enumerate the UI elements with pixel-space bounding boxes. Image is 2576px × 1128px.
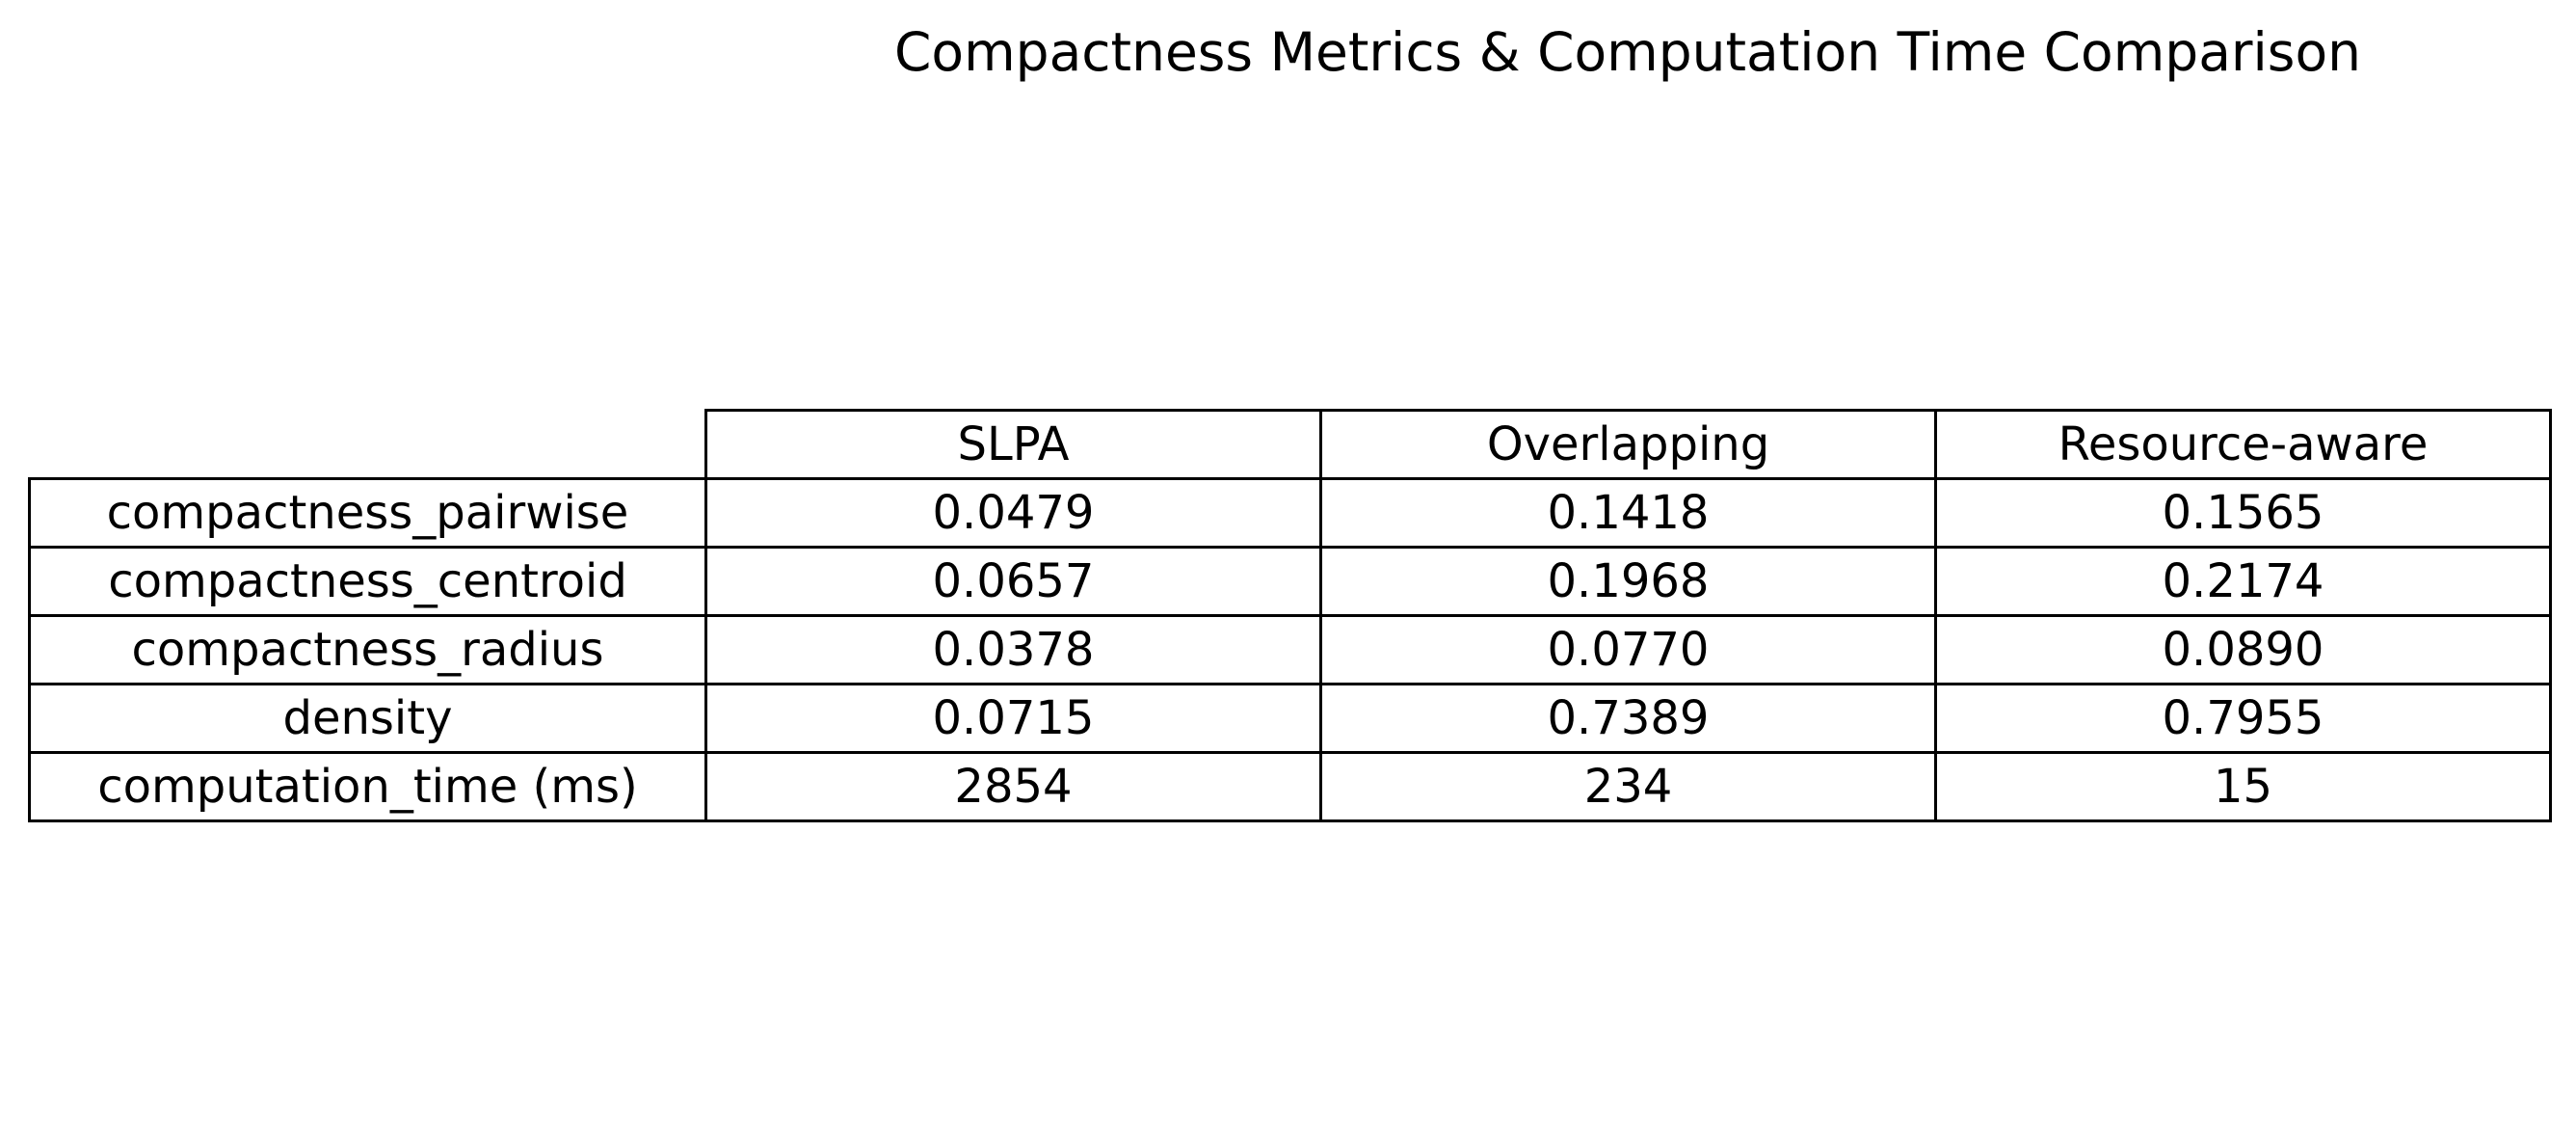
row-label: compactness_pairwise [28, 477, 707, 549]
column-header-resource-aware: Resource-aware [1934, 409, 2552, 480]
table-cell: 234 [1319, 751, 1937, 822]
column-header-slpa: SLPA [704, 409, 1322, 480]
table-cell: 0.1968 [1319, 546, 1937, 617]
table-cell: 0.0890 [1934, 614, 2552, 685]
table-cell: 0.0657 [704, 546, 1322, 617]
row-label: density [28, 683, 707, 754]
header-row: SLPA Overlapping Resource-aware [29, 409, 2552, 480]
table-row: computation_time (ms) 2854 234 15 [28, 751, 2552, 822]
row-label: compactness_centroid [28, 546, 707, 617]
column-header-overlapping: Overlapping [1319, 409, 1937, 480]
table-cell: 0.7389 [1319, 683, 1937, 754]
table-cell: 0.0378 [704, 614, 1322, 685]
table-row: compactness_radius 0.0378 0.0770 0.0890 [28, 614, 2552, 685]
metrics-table: SLPA Overlapping Resource-aware compactn… [28, 409, 2552, 822]
table-cell: 0.1565 [1934, 477, 2552, 549]
table-cell: 0.7955 [1934, 683, 2552, 754]
table-cell: 0.1418 [1319, 477, 1937, 549]
table-cell: 0.0770 [1319, 614, 1937, 685]
table-row: compactness_centroid 0.0657 0.1968 0.217… [28, 546, 2552, 617]
row-label: computation_time (ms) [28, 751, 707, 822]
table-cell: 15 [1934, 751, 2552, 822]
corner-cell [29, 410, 707, 480]
table-cell: 0.2174 [1934, 546, 2552, 617]
row-label: compactness_radius [28, 614, 707, 685]
table-cell: 0.0715 [704, 683, 1322, 754]
chart-title: Compactness Metrics & Computation Time C… [894, 21, 2361, 83]
table-row: density 0.0715 0.7389 0.7955 [28, 683, 2552, 754]
table-cell: 0.0479 [704, 477, 1322, 549]
table-cell: 2854 [704, 751, 1322, 822]
table-row: compactness_pairwise 0.0479 0.1418 0.156… [28, 477, 2552, 549]
